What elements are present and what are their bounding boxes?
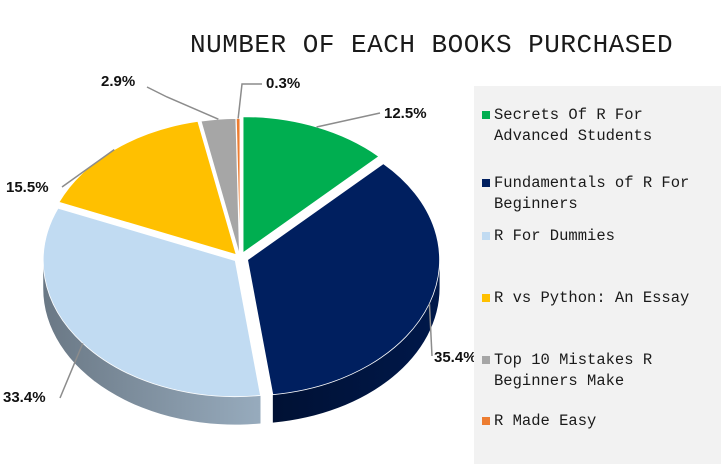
legend-label-1: Secrets Of R For Advanced Students	[494, 106, 653, 145]
legend-swatch-1	[482, 111, 490, 119]
legend-item-1: Secrets Of R For Advanced Students	[482, 105, 720, 147]
leader-line-5	[146, 86, 219, 120]
chart-title: NUMBER OF EACH BOOKS PURCHASED	[190, 30, 674, 60]
legend-label-5: Top 10 Mistakes R Beginners Make	[494, 351, 653, 390]
leader-line-3	[59, 343, 84, 399]
chart-legend: Secrets Of R For Advanced Students Fundam…	[474, 86, 721, 464]
legend-item-2: Fundamentals of R For Beginners	[482, 173, 720, 215]
legend-item-4: R vs Python: An Essay	[482, 288, 720, 309]
legend-swatch-2	[482, 179, 490, 187]
legend-label-3: R For Dummies	[494, 227, 615, 245]
legend-item-5: Top 10 Mistakes R Beginners Make	[482, 350, 720, 392]
leader-line-6	[237, 83, 262, 119]
legend-label-4: R vs Python: An Essay	[494, 289, 690, 307]
data-label-2: 35.4%	[434, 349, 477, 366]
data-label-6: 0.3%	[266, 75, 300, 92]
legend-label-6: R Made Easy	[494, 412, 597, 430]
legend-item-3: R For Dummies	[482, 226, 720, 247]
data-label-3: 33.4%	[3, 389, 46, 406]
legend-swatch-5	[482, 356, 490, 364]
legend-label-2: Fundamentals of R For Beginners	[494, 174, 690, 213]
pie-slice-4	[58, 120, 237, 256]
leader-line-4	[61, 148, 115, 188]
legend-swatch-3	[482, 232, 490, 240]
legend-swatch-6	[482, 417, 490, 425]
legend-swatch-4	[482, 294, 490, 302]
pie-slice-2	[247, 163, 440, 396]
pie-slice-side-3	[43, 260, 261, 425]
legend-item-6: R Made Easy	[482, 411, 720, 432]
data-label-1: 12.5%	[384, 105, 427, 122]
pie-slice-3	[42, 207, 261, 398]
leader-line-1	[316, 112, 381, 128]
pie-slice-1	[242, 116, 380, 254]
data-label-4: 15.5%	[6, 179, 49, 196]
data-label-5: 2.9%	[101, 73, 135, 90]
leader-line-2	[428, 303, 433, 357]
pie-slice-side-2	[272, 259, 440, 423]
